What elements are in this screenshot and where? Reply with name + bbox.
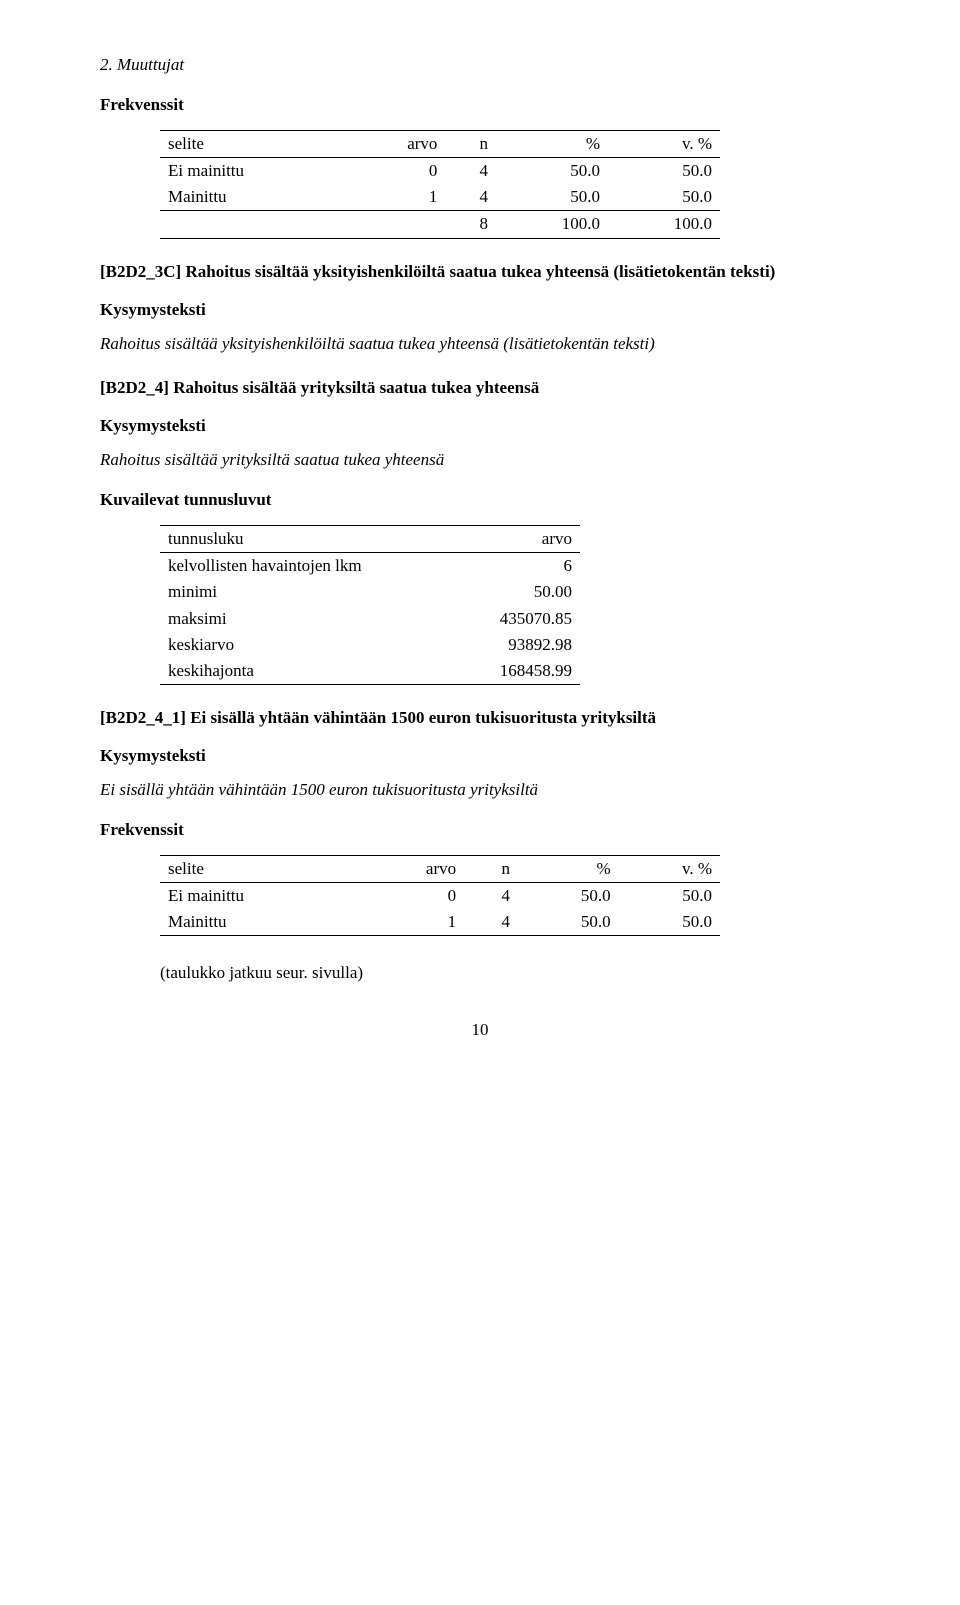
col-vpct: v. % (608, 131, 720, 158)
cell-label: Ei mainittu (160, 883, 362, 910)
table-header-row: selite arvo n % v. % (160, 131, 720, 158)
cell-label (160, 211, 350, 238)
cell-val: 50.0 (518, 909, 619, 936)
cell-val: 100.0 (496, 211, 608, 238)
kysymysteksti-text-1: Rahoitus sisältää yksityishenkilöiltä sa… (100, 333, 860, 355)
cell-label: keskihajonta (160, 658, 456, 685)
cell-val: 100.0 (608, 211, 720, 238)
cell-val: 435070.85 (456, 606, 580, 632)
col-selite: selite (160, 856, 362, 883)
table-continues-note: (taulukko jatkuu seur. sivulla) (160, 962, 860, 984)
col-n: n (445, 131, 496, 158)
table-total-row: 8 100.0 100.0 (160, 211, 720, 238)
cell-label: keskiarvo (160, 632, 456, 658)
table-row: keskihajonta 168458.99 (160, 658, 580, 685)
cell-val: 168458.99 (456, 658, 580, 685)
table-row: minimi 50.00 (160, 579, 580, 605)
table-row: Ei mainittu 0 4 50.0 50.0 (160, 158, 720, 185)
cell-val: 1 (350, 184, 445, 211)
cell-val: 50.0 (619, 909, 720, 936)
tunnusluku-table: tunnusluku arvo kelvollisten havaintojen… (160, 525, 580, 685)
kysymysteksti-text-3: Ei sisällä yhtään vähintään 1500 euron t… (100, 779, 860, 801)
col-pct: % (496, 131, 608, 158)
cell-val: 50.00 (456, 579, 580, 605)
cell-label: Mainittu (160, 909, 362, 936)
cell-label: minimi (160, 579, 456, 605)
cell-label: maksimi (160, 606, 456, 632)
col-arvo: arvo (362, 856, 464, 883)
col-tunnusluku: tunnusluku (160, 526, 456, 553)
cell-val: 50.0 (518, 883, 619, 910)
var-title-b2d2-4-1: [B2D2_4_1] Ei sisällä yhtään vähintään 1… (100, 707, 860, 729)
table-row: Ei mainittu 0 4 50.0 50.0 (160, 883, 720, 910)
table-row: Mainittu 1 4 50.0 50.0 (160, 909, 720, 936)
cell-val: 0 (350, 158, 445, 185)
cell-val: 0 (362, 883, 464, 910)
selite-table-2: selite arvo n % v. % Ei mainittu 0 4 50.… (160, 855, 720, 936)
cell-val: 93892.98 (456, 632, 580, 658)
col-selite: selite (160, 131, 350, 158)
col-n: n (464, 856, 518, 883)
page-number: 10 (100, 1019, 860, 1041)
col-arvo: arvo (350, 131, 445, 158)
cell-val: 4 (445, 184, 496, 211)
running-header: 2. Muuttujat (100, 54, 860, 76)
col-arvo: arvo (456, 526, 580, 553)
col-vpct: v. % (619, 856, 720, 883)
cell-val: 4 (445, 158, 496, 185)
cell-val: 1 (362, 909, 464, 936)
frekvenssit-heading-2: Frekvenssit (100, 819, 860, 841)
table-row: keskiarvo 93892.98 (160, 632, 580, 658)
cell-val: 50.0 (496, 184, 608, 211)
cell-label: kelvollisten havaintojen lkm (160, 553, 456, 580)
kuvailevat-heading: Kuvailevat tunnusluvut (100, 489, 860, 511)
col-pct: % (518, 856, 619, 883)
cell-val: 50.0 (608, 158, 720, 185)
table-header-row: tunnusluku arvo (160, 526, 580, 553)
cell-label: Ei mainittu (160, 158, 350, 185)
frekvenssit-heading-1: Frekvenssit (100, 94, 860, 116)
cell-val: 4 (464, 909, 518, 936)
var-title-b2d2-4: [B2D2_4] Rahoitus sisältää yrityksiltä s… (100, 377, 860, 399)
cell-val: 50.0 (619, 883, 720, 910)
var-title-b2d2-3c: [B2D2_3C] Rahoitus sisältää yksityishenk… (100, 261, 860, 283)
table-header-row: selite arvo n % v. % (160, 856, 720, 883)
table-row: kelvollisten havaintojen lkm 6 (160, 553, 580, 580)
kysymysteksti-label-2: Kysymysteksti (100, 415, 860, 437)
kysymysteksti-text-2: Rahoitus sisältää yrityksiltä saatua tuk… (100, 449, 860, 471)
cell-val: 6 (456, 553, 580, 580)
table-row: Mainittu 1 4 50.0 50.0 (160, 184, 720, 211)
kysymysteksti-label-3: Kysymysteksti (100, 745, 860, 767)
cell-label: Mainittu (160, 184, 350, 211)
cell-val (350, 211, 445, 238)
cell-val: 4 (464, 883, 518, 910)
kysymysteksti-label-1: Kysymysteksti (100, 299, 860, 321)
cell-val: 50.0 (608, 184, 720, 211)
cell-val: 8 (445, 211, 496, 238)
table-row: maksimi 435070.85 (160, 606, 580, 632)
cell-val: 50.0 (496, 158, 608, 185)
selite-table-1: selite arvo n % v. % Ei mainittu 0 4 50.… (160, 130, 720, 238)
